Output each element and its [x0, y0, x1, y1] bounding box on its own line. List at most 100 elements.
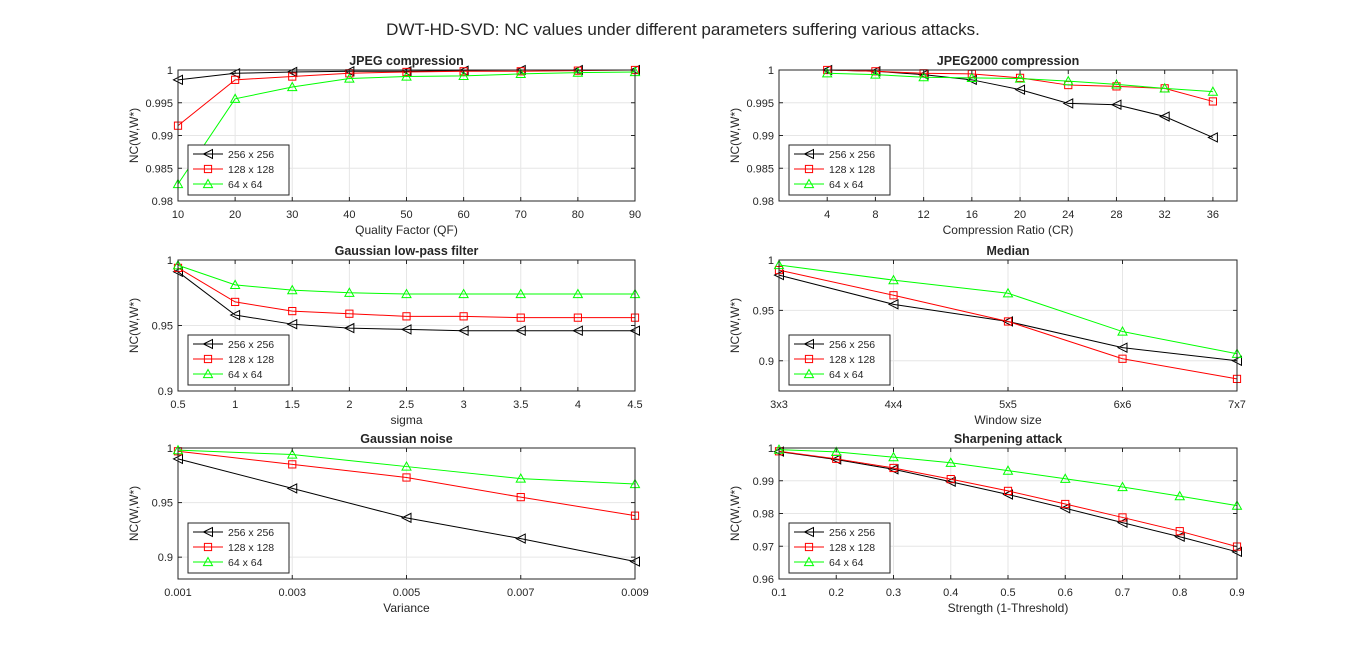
x-tick-label: 10 — [172, 209, 184, 221]
x-tick-label: 20 — [1014, 209, 1026, 221]
data-point — [516, 313, 525, 322]
y-tick-label: 0.98 — [152, 196, 173, 208]
data-point — [344, 72, 355, 83]
legend: 256 x 256 128 x 128 64 x 64 — [187, 144, 290, 196]
y-axis-label: NC(W,W*) — [127, 108, 141, 163]
legend-marker — [804, 542, 814, 552]
legend-label: 64 x 64 — [228, 369, 263, 381]
axes-title: JPEG compression — [349, 54, 464, 68]
legend-marker — [203, 542, 213, 552]
data-point — [1014, 84, 1026, 95]
y-tick-label: 1 — [167, 443, 173, 455]
legend-label: 64 x 64 — [829, 179, 864, 191]
data-point — [288, 460, 297, 469]
y-tick-label: 0.9 — [158, 386, 173, 398]
y-axis-label: NC(W,W*) — [728, 108, 742, 163]
series-line — [778, 264, 1238, 355]
x-tick-label: 2.5 — [399, 399, 414, 411]
x-tick-label: 0.3 — [886, 587, 901, 599]
x-tick-label: 36 — [1207, 209, 1219, 221]
y-tick-label: 0.985 — [746, 163, 774, 175]
y-axis-label: NC(W,W*) — [127, 298, 141, 353]
data-point — [888, 274, 899, 285]
legend-entry-128-x-128: 128 x 128 — [794, 354, 875, 366]
data-point — [1159, 111, 1170, 122]
y-tick-label: 1 — [167, 65, 173, 77]
data-point — [400, 324, 412, 335]
axes-title: JPEG2000 compression — [937, 54, 1079, 68]
data-point — [889, 463, 898, 473]
data-point — [573, 66, 582, 75]
data-point — [1207, 132, 1218, 143]
data-point — [515, 533, 526, 544]
legend: 256 x 256 128 x 128 64 x 64 — [788, 144, 891, 196]
data-point — [344, 287, 355, 297]
legend-marker — [804, 354, 814, 364]
x-tick-label: 40 — [343, 209, 355, 221]
data-point — [1174, 490, 1186, 501]
data-point — [1208, 97, 1217, 106]
y-tick-label: 0.9 — [759, 356, 774, 368]
y-tick-label: 0.95 — [152, 321, 173, 333]
legend-label: 256 x 256 — [829, 339, 875, 351]
legend-marker — [803, 148, 814, 160]
data-point — [573, 313, 582, 322]
data-point — [516, 493, 525, 502]
x-tick-label: 1 — [232, 399, 238, 411]
y-tick-label: 0.995 — [145, 98, 173, 110]
legend-marker — [203, 354, 213, 364]
x-tick-label: 0.2 — [829, 587, 844, 599]
series-line — [177, 458, 636, 563]
data-point — [1117, 481, 1128, 492]
x-tick-label: 50 — [400, 209, 412, 221]
legend-entry-256-x-256: 256 x 256 — [794, 148, 875, 161]
data-point — [572, 288, 584, 299]
legend-marker — [803, 526, 814, 538]
x-axis-label: Window size — [974, 413, 1042, 427]
legend-label: 64 x 64 — [228, 179, 263, 191]
legend-marker — [803, 178, 815, 189]
data-point — [889, 291, 898, 300]
data-point — [1118, 354, 1127, 363]
legend-marker — [803, 556, 815, 567]
x-tick-label: 4 — [575, 399, 581, 411]
data-point — [515, 68, 527, 79]
legend: 256 x 256 128 x 128 64 x 64 — [788, 334, 891, 386]
x-tick-label: 0.005 — [393, 587, 421, 599]
data-point — [572, 325, 583, 337]
y-tick-label: 1 — [768, 443, 774, 455]
x-tick-label: 3 — [461, 399, 467, 411]
series-64-x-64 — [172, 444, 641, 489]
legend-marker — [803, 338, 814, 350]
y-tick-label: 0.99 — [753, 476, 774, 488]
axes-title: Gaussian noise — [360, 432, 452, 446]
legend-marker — [202, 526, 213, 538]
data-point — [966, 72, 978, 82]
x-tick-label: 0.4 — [943, 587, 958, 599]
data-point — [286, 483, 298, 494]
legend-entry-128-x-128: 128 x 128 — [794, 542, 875, 554]
data-point — [1111, 78, 1122, 89]
data-point — [402, 67, 411, 77]
y-tick-label: 0.985 — [145, 163, 173, 175]
data-point — [458, 70, 469, 80]
x-tick-label: 32 — [1159, 209, 1171, 221]
series-line — [177, 264, 635, 295]
y-tick-label: 0.95 — [152, 498, 173, 510]
axes-title: Gaussian low-pass filter — [335, 244, 479, 258]
data-point — [229, 279, 241, 289]
legend-entry-128-x-128: 128 x 128 — [193, 164, 274, 176]
legend-entry-256-x-256: 256 x 256 — [794, 338, 875, 351]
series-line — [827, 72, 1213, 93]
data-point — [1002, 316, 1013, 327]
legend-label: 128 x 128 — [228, 542, 274, 554]
x-tick-label: 20 — [229, 209, 241, 221]
legend-label: 256 x 256 — [228, 339, 274, 351]
legend-label: 256 x 256 — [829, 149, 875, 161]
data-point — [286, 318, 298, 330]
legend-label: 128 x 128 — [228, 164, 274, 176]
axes-title: Median — [986, 244, 1029, 258]
legend-entry-256-x-256: 256 x 256 — [794, 526, 875, 539]
data-point — [516, 67, 525, 76]
data-point — [1118, 513, 1127, 522]
